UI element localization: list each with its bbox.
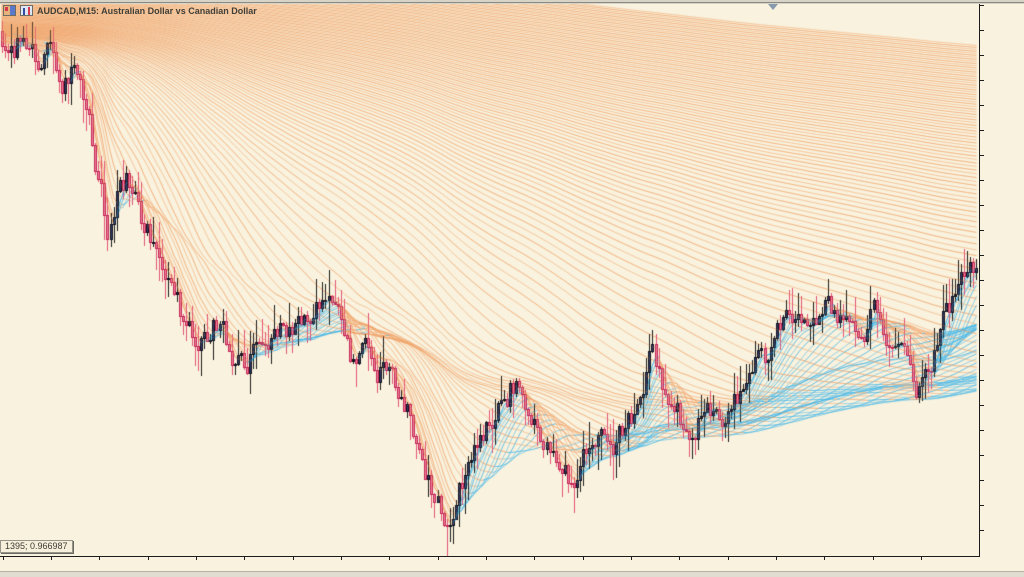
price-axis[interactable]: 0.965600.965000.964400.963800.963200.962… [979,0,1024,557]
price-axis-tick [979,5,984,6]
time-axis-tick [486,557,487,560]
price-axis-tick [979,330,984,331]
time-axis-tick [3,557,4,560]
time-axis-tick [196,557,197,560]
price-axis-tick [979,455,984,456]
price-axis-tick [979,405,984,406]
price-axis-tick [979,205,984,206]
ohlc-mini-icon [20,5,33,16]
price-chart-canvas[interactable] [0,0,980,557]
price-axis-tick [979,505,984,506]
time-axis-tick [921,557,922,560]
time-axis-tick [244,557,245,560]
chart-title: AUDCAD,M15: Australian Dollar vs Canadia… [37,5,257,16]
price-axis-tick [979,80,984,81]
price-axis-tick [979,30,984,31]
price-axis-tick [979,105,984,106]
time-axis-tick [534,557,535,560]
price-axis-tick [979,55,984,56]
price-axis-tick [979,180,984,181]
time-axis-tick [631,557,632,560]
time-axis-tick [341,557,342,560]
time-axis-tick [293,557,294,560]
price-axis-tick [979,280,984,281]
chart-titlebar: AUDCAD,M15: Australian Dollar vs Canadia… [3,5,257,16]
price-axis-tick [979,355,984,356]
candles-mini-icon [3,5,16,16]
time-axis-tick [389,557,390,560]
chart-shift-marker-icon[interactable] [768,4,778,10]
window-top-border [0,0,1024,4]
time-axis-tick [728,557,729,560]
price-axis-tick [979,480,984,481]
price-axis-tick [979,530,984,531]
price-axis-tick [979,155,984,156]
price-axis-tick [979,305,984,306]
time-axis-tick [148,557,149,560]
time-axis-tick [679,557,680,560]
time-axis-tick [776,557,777,560]
crosshair-tooltip: 1395; 0.966987 [0,540,73,553]
price-axis-tick [979,430,984,431]
time-axis-tick [583,557,584,560]
window-bottom-strip [0,571,1024,577]
price-axis-tick [979,130,984,131]
price-axis-tick [979,255,984,256]
time-axis-line [0,556,980,557]
time-axis[interactable]: 23 Mar 202123 Mar 14:3023 Mar 18:3023 Ma… [0,556,1024,572]
time-axis-tick [438,557,439,560]
time-axis-tick [51,557,52,560]
time-axis-tick [873,557,874,560]
price-axis-tick [979,230,984,231]
time-axis-tick [99,557,100,560]
time-axis-tick [824,557,825,560]
price-axis-tick [979,380,984,381]
